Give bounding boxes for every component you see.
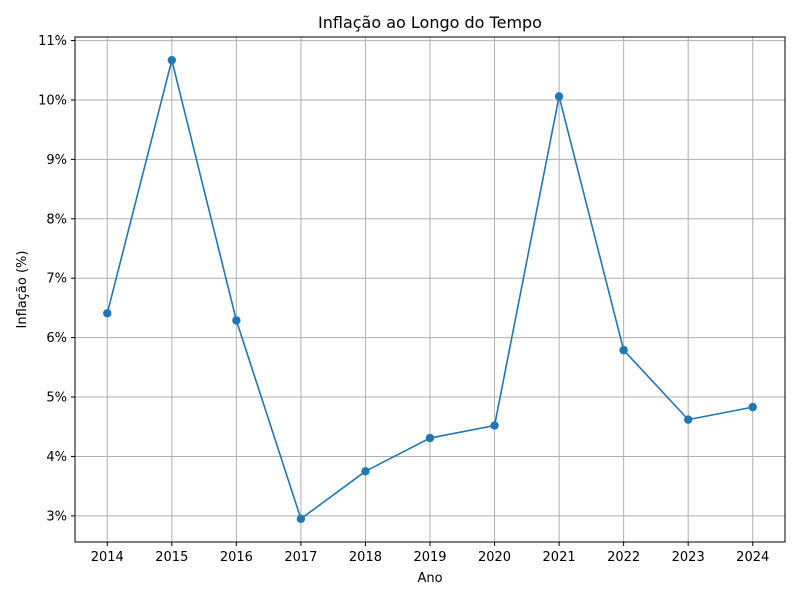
y-tick-label: 8% (46, 212, 67, 227)
y-tick-label: 5% (46, 391, 67, 406)
x-tick-label: 2014 (91, 550, 124, 565)
y-tick-label: 6% (46, 331, 67, 346)
data-point (425, 433, 435, 443)
x-tick-label: 2017 (284, 550, 317, 565)
x-tick-label: 2021 (543, 550, 576, 565)
data-point (490, 421, 499, 430)
y-tick-label: 3% (46, 509, 67, 524)
x-tick-label: 2019 (413, 550, 446, 565)
chart-title: Inflação ao Longo do Tempo (318, 13, 542, 32)
x-tick-label: 2015 (155, 550, 188, 565)
series-layer (103, 55, 757, 524)
data-point (554, 92, 564, 101)
data-point (361, 467, 370, 476)
data-point (683, 415, 693, 424)
data-point (103, 309, 112, 318)
x-tick-label: 2023 (672, 550, 705, 565)
x-tick-label: 2016 (220, 550, 253, 565)
x-axis-label: Ano (417, 571, 442, 586)
y-axis-label: Inflação (%) (15, 251, 30, 329)
data-point (619, 345, 628, 355)
x-tick-label: 2022 (607, 550, 640, 565)
data-point (167, 55, 177, 65)
data-point (296, 514, 306, 524)
y-tick-label: 7% (46, 272, 67, 287)
y-tick-label: 10% (38, 93, 67, 108)
x-tick-label: 2018 (349, 550, 382, 565)
y-tick-label: 9% (46, 153, 67, 168)
data-point (232, 316, 241, 325)
y-ticks: 3% 4% 5% 6% 7% 8% 9% 10% 11% (38, 34, 75, 524)
x-tick-label: 2024 (736, 550, 769, 565)
y-tick-label: 4% (46, 450, 67, 465)
x-tick-label: 2020 (478, 550, 511, 565)
y-tick-label: 11% (38, 34, 67, 49)
data-point (748, 402, 757, 412)
x-ticks: 2014 2015 2016 2017 2018 2019 2020 2021 2022 2023… (91, 542, 769, 565)
